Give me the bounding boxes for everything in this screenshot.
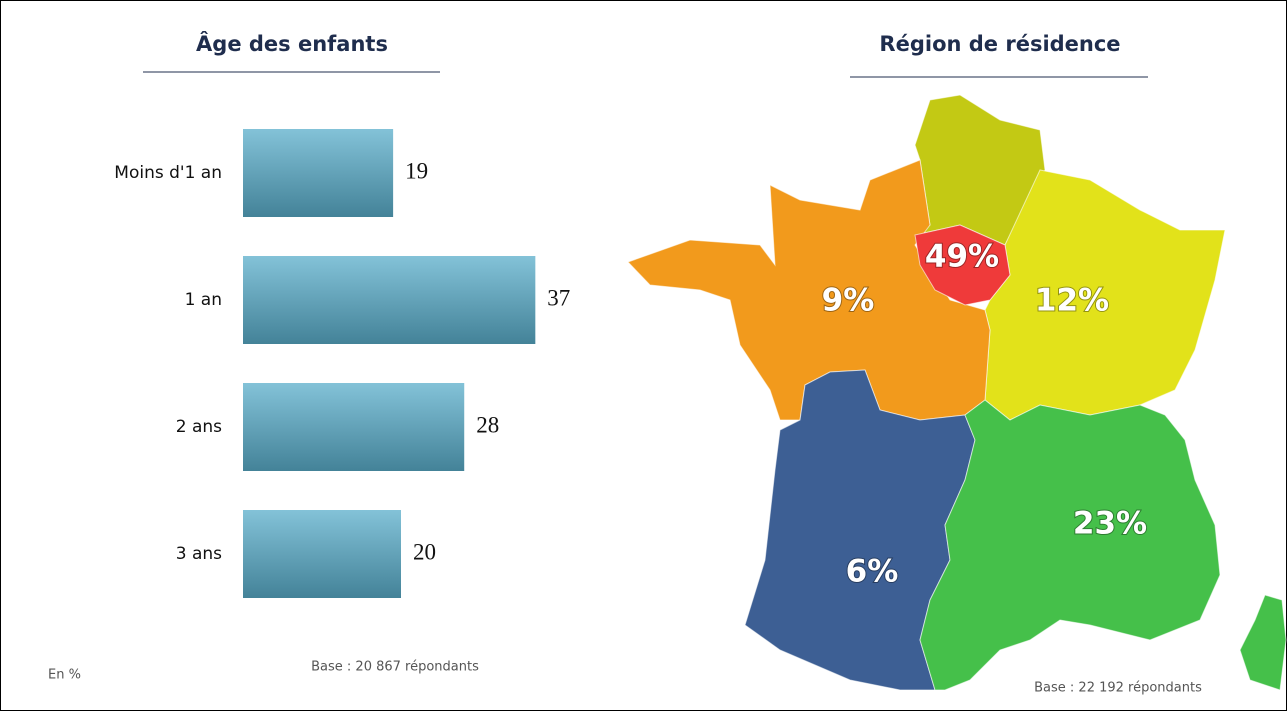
region-label: 6% <box>846 554 899 590</box>
category-label: Moins d'1 an <box>114 163 222 183</box>
value-label: 37 <box>547 285 570 310</box>
chart-title: Âge des enfants <box>196 31 388 56</box>
bar-shade <box>243 256 535 344</box>
page: Âge des enfants Région de résidence Moin… <box>0 0 1287 711</box>
value-label: 20 <box>413 539 436 564</box>
chart-title: Région de résidence <box>879 32 1120 56</box>
region-label: 23% <box>1073 506 1147 542</box>
region-label: 12% <box>1035 283 1109 319</box>
value-label: 28 <box>476 412 499 437</box>
infographic: Âge des enfants Région de résidence Moin… <box>0 0 1287 711</box>
base-note: Base : 22 192 répondants <box>1034 681 1202 696</box>
value-label: 19 <box>405 158 428 183</box>
unit-note: En % <box>48 668 81 683</box>
category-label: 3 ans <box>176 544 222 564</box>
category-label: 2 ans <box>176 417 222 437</box>
region-label: 9% <box>822 283 875 319</box>
region-label: 49% <box>925 239 999 275</box>
category-label: 1 an <box>185 290 222 310</box>
bar-shade <box>243 510 401 598</box>
base-note: Base : 20 867 répondants <box>311 660 479 675</box>
bar-shade <box>243 129 393 217</box>
bar-shade <box>243 383 464 471</box>
